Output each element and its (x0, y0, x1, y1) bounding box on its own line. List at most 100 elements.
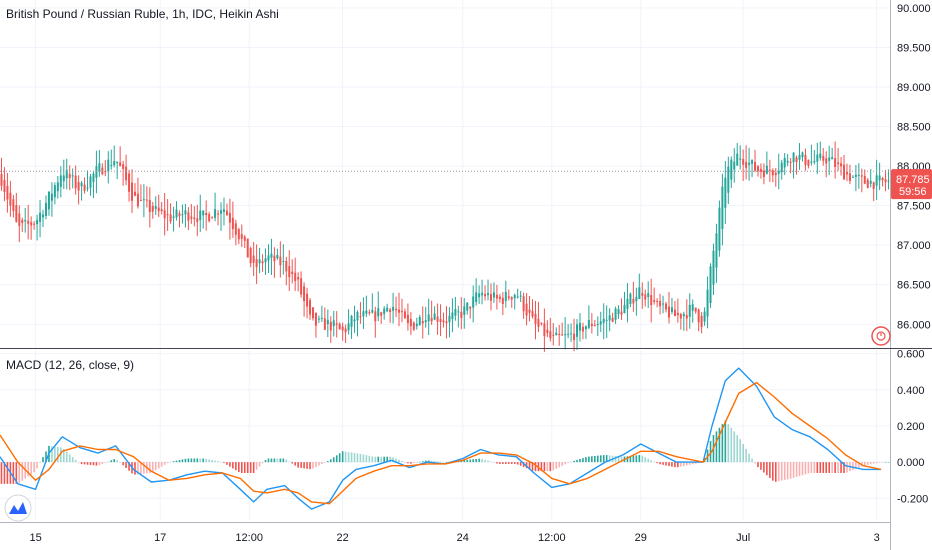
candle (303, 282, 306, 317)
main-chart-legend[interactable]: British Pound / Russian Ruble, 1h, IDC, … (6, 7, 279, 21)
histogram-bar (57, 447, 59, 463)
tradingview-logo-icon[interactable] (4, 494, 32, 522)
candle-body (442, 320, 445, 323)
macd-legend[interactable]: MACD (12, 26, close, 9) (6, 358, 135, 372)
candle (306, 287, 309, 319)
histogram-bar (226, 462, 228, 465)
candle-body (807, 159, 810, 166)
histogram-bar (12, 462, 15, 484)
alert-clock-icon[interactable] (871, 326, 891, 346)
candle (323, 307, 326, 331)
candle (80, 180, 83, 201)
histogram-bar (780, 462, 783, 481)
histogram-bar (60, 447, 62, 463)
candle-body (270, 253, 273, 258)
candle-body (798, 154, 801, 160)
candle (691, 299, 694, 323)
candle-body (184, 210, 187, 215)
candle-body (116, 161, 119, 164)
histogram-bar (282, 458, 285, 463)
histogram-bar (831, 462, 833, 473)
candle-body (193, 217, 196, 219)
histogram-bar (736, 435, 739, 463)
candle-body (730, 159, 733, 180)
candle-body (667, 306, 670, 318)
candle-body (596, 323, 599, 326)
histogram-bar (220, 461, 222, 463)
histogram-bar (528, 462, 531, 470)
candle-body (288, 266, 291, 278)
candle (869, 169, 872, 188)
candle-body (727, 166, 730, 193)
histogram-bar (33, 462, 35, 473)
histogram-bar (95, 462, 98, 466)
candle-body (225, 210, 228, 216)
histogram-bar (359, 453, 362, 463)
candle (715, 223, 718, 283)
candle (718, 200, 721, 257)
candle (237, 227, 240, 245)
histogram-bar (288, 461, 291, 463)
histogram-bar (377, 456, 380, 463)
candle (804, 148, 807, 171)
histogram-bar (442, 461, 445, 463)
histogram-bar (602, 455, 605, 463)
candle (840, 157, 843, 176)
histogram-bar (101, 462, 104, 464)
candle-body (739, 158, 742, 160)
histogram-bar (866, 462, 869, 465)
candle-body (341, 326, 344, 331)
histogram-bar (596, 455, 599, 463)
candle-body (828, 157, 831, 161)
candle (614, 306, 617, 324)
candle (15, 192, 18, 223)
candle-body (320, 317, 323, 319)
histogram-bar (783, 462, 786, 480)
candle (234, 219, 237, 246)
candle-body (365, 310, 368, 314)
candle-body (567, 333, 570, 335)
candle (599, 311, 602, 332)
candle-body (635, 296, 638, 302)
candle-body (813, 160, 816, 163)
histogram-bar (410, 462, 412, 464)
candle-body (611, 317, 614, 322)
candle-body (475, 292, 478, 303)
histogram-bar (190, 458, 193, 463)
candle-body (751, 160, 754, 164)
candle-body (816, 154, 819, 162)
candle-body (142, 199, 145, 201)
candle-body (267, 255, 270, 261)
grid-lines (0, 0, 890, 520)
histogram-bar (424, 460, 427, 463)
candle-body (371, 309, 374, 313)
price-axis-labels[interactable]: 86.00086.50087.00087.50088.00088.50089.0… (897, 3, 931, 505)
candle-body (350, 315, 353, 327)
candle (314, 312, 317, 338)
candle-body (246, 238, 249, 258)
histogram-bar (505, 462, 507, 464)
candle-body (498, 296, 501, 299)
candle (86, 170, 89, 192)
histogram-bar (564, 462, 566, 465)
candle-body (205, 212, 208, 216)
candle-body (700, 315, 703, 328)
candle (252, 242, 255, 277)
candle-body (136, 193, 139, 207)
candle-body (157, 207, 160, 212)
candle-body (294, 272, 297, 282)
candle (217, 209, 220, 226)
candle-body (30, 222, 33, 226)
histogram-bar (822, 462, 825, 473)
candle-body (608, 315, 611, 321)
candle-body (733, 161, 736, 170)
time-axis-labels[interactable]: 15 17 12:00 22 24 12:00 29 Jul 3 (29, 532, 879, 544)
candle (356, 310, 359, 337)
candle-body (587, 319, 590, 328)
histogram-bar (229, 462, 231, 467)
time-tick-label: 12:00 (235, 532, 263, 544)
histogram-bar (721, 424, 724, 463)
time-tick-label: 24 (457, 532, 469, 544)
